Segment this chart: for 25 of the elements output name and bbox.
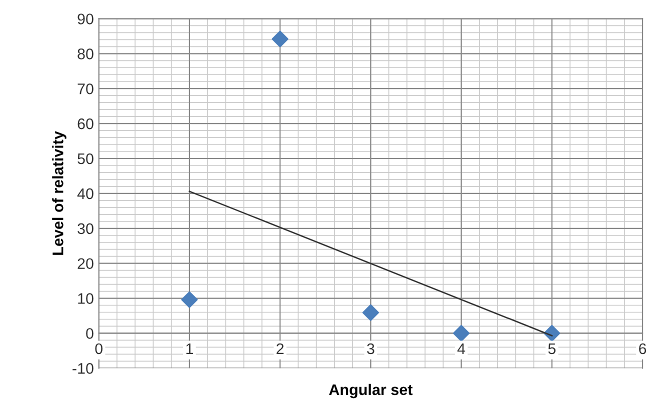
point — [544, 324, 560, 342]
x-tick-label: 0 — [95, 343, 102, 354]
point — [453, 324, 470, 342]
y-tick-label: 50 — [78, 153, 94, 164]
point — [181, 291, 198, 308]
y-tick-label: 60 — [78, 118, 94, 130]
y-tick-label: 40 — [77, 188, 94, 200]
y-tick-label: 0 — [86, 328, 94, 339]
point — [362, 304, 379, 321]
y-tick-label: -10 — [72, 363, 94, 374]
y-tick-label: 20 — [78, 258, 94, 270]
point — [272, 30, 288, 48]
y-tick-label: 30 — [78, 223, 94, 234]
x-tick-label: 1 — [186, 344, 193, 354]
y-tick-label: 80 — [78, 48, 94, 60]
x-axis-title: Angular set — [329, 384, 413, 398]
x-tick-label: 3 — [367, 343, 374, 354]
x-tick-label: 2 — [276, 343, 284, 354]
y-axis-title: Level of relativity — [52, 131, 66, 255]
x-tick-label: 6 — [639, 343, 646, 354]
y-tick-label: 90 — [78, 14, 94, 24]
x-tick-label: 5 — [548, 344, 556, 354]
y-tick-label: 70 — [78, 83, 94, 94]
x-tick-label: 4 — [457, 344, 466, 354]
y-tick-label: 10 — [78, 293, 94, 304]
